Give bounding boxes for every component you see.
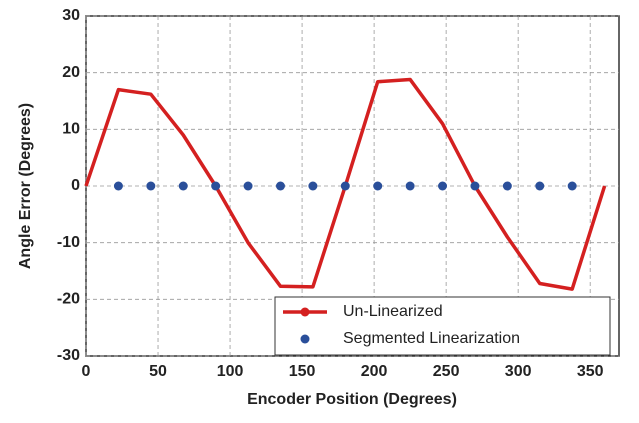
y-axis-label: Angle Error (Degrees) [17,103,34,269]
data-point [373,181,383,191]
y-tick-label: 20 [62,64,80,81]
x-tick-label: 250 [433,363,460,380]
data-point [502,181,512,191]
data-point [243,181,253,191]
y-tick-label: 0 [71,177,80,194]
x-tick-label: 300 [505,363,532,380]
data-point [470,181,480,191]
data-point [405,181,415,191]
data-point [146,181,156,191]
data-point [211,181,221,191]
data-point [275,181,285,191]
data-point [340,181,350,191]
y-tick-label: 10 [62,121,80,138]
data-point [535,181,545,191]
legend-box [274,296,611,356]
y-tick-label: -20 [57,291,80,308]
y-tick-label: 30 [62,7,80,24]
data-point [438,181,448,191]
y-tick-label: -30 [57,347,80,364]
x-axis-label: Encoder Position (Degrees) [247,391,457,408]
legend-label: Segmented Linearization [343,330,520,347]
data-point [567,181,577,191]
x-tick-label: 200 [361,363,388,380]
x-tick-label: 350 [577,363,604,380]
x-tick-label: 0 [82,363,91,380]
legend-label: Un-Linearized [343,303,443,320]
y-tick-label: -10 [57,234,80,251]
legend-marker [300,307,310,317]
data-point [308,181,318,191]
legend-marker [300,334,310,344]
data-point [178,181,188,191]
x-tick-label: 150 [289,363,316,380]
data-point [113,181,123,191]
x-tick-label: 50 [149,363,167,380]
x-tick-label: 100 [217,363,244,380]
